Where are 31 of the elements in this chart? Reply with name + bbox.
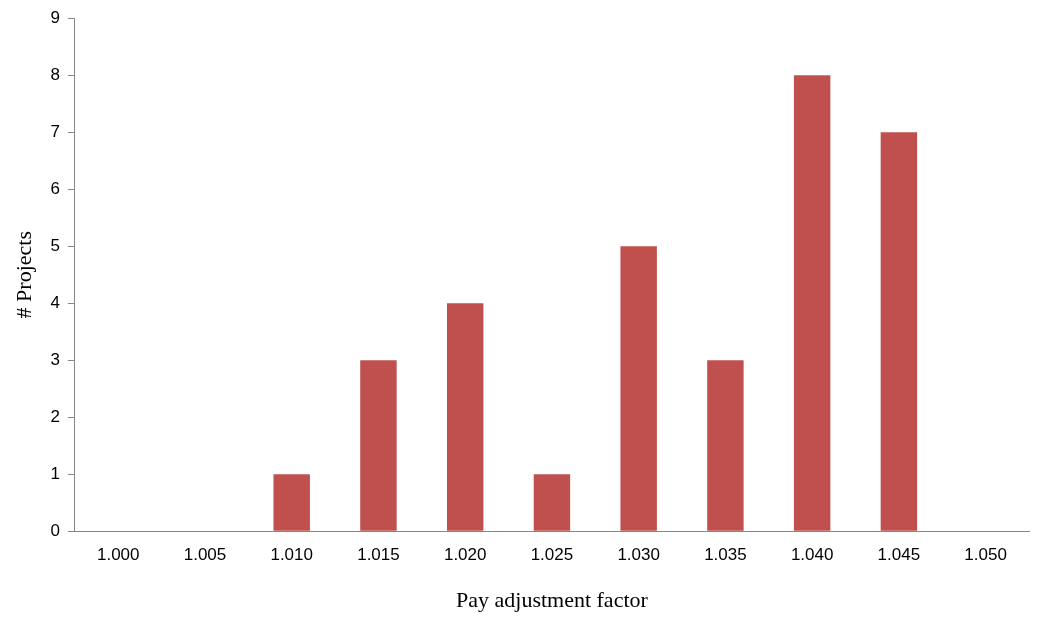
- y-tick-label: 4: [50, 292, 60, 312]
- x-tick-label: 1.050: [964, 545, 1007, 565]
- x-tick-label: 1.020: [443, 545, 487, 565]
- bar: [533, 474, 571, 531]
- y-tick-label: 2: [50, 406, 60, 426]
- bar: [880, 132, 918, 531]
- y-tick-label: 8: [50, 64, 60, 84]
- x-tick-label: 1.035: [704, 545, 747, 565]
- y-tick-label: 1: [50, 463, 60, 483]
- bar: [793, 75, 831, 531]
- bar: [360, 360, 397, 531]
- bar: [273, 474, 310, 531]
- bar: [620, 246, 657, 531]
- y-tick-label: 5: [50, 235, 60, 255]
- y-tick-label: 7: [50, 121, 60, 141]
- bar: [707, 360, 744, 531]
- x-tick-label: 1.000: [96, 545, 140, 565]
- y-axis-title: # Projects: [10, 231, 36, 319]
- y-tick-label: 3: [50, 349, 60, 369]
- x-tick-label: 1.010: [270, 545, 313, 565]
- x-axis-title: Pay adjustment factor: [456, 586, 649, 612]
- x-tick-label: 1.015: [357, 545, 400, 565]
- bar: [446, 303, 484, 531]
- x-tick-label: 1.040: [790, 545, 834, 565]
- y-tick-label: 9: [50, 7, 60, 27]
- y-tick-label: 0: [50, 520, 60, 540]
- y-tick-label: 6: [50, 178, 60, 198]
- x-tick-label: 1.025: [530, 545, 574, 565]
- x-tick-label: 1.005: [183, 545, 227, 565]
- x-tick-label: 1.045: [877, 545, 921, 565]
- x-tick-label: 1.030: [617, 545, 660, 565]
